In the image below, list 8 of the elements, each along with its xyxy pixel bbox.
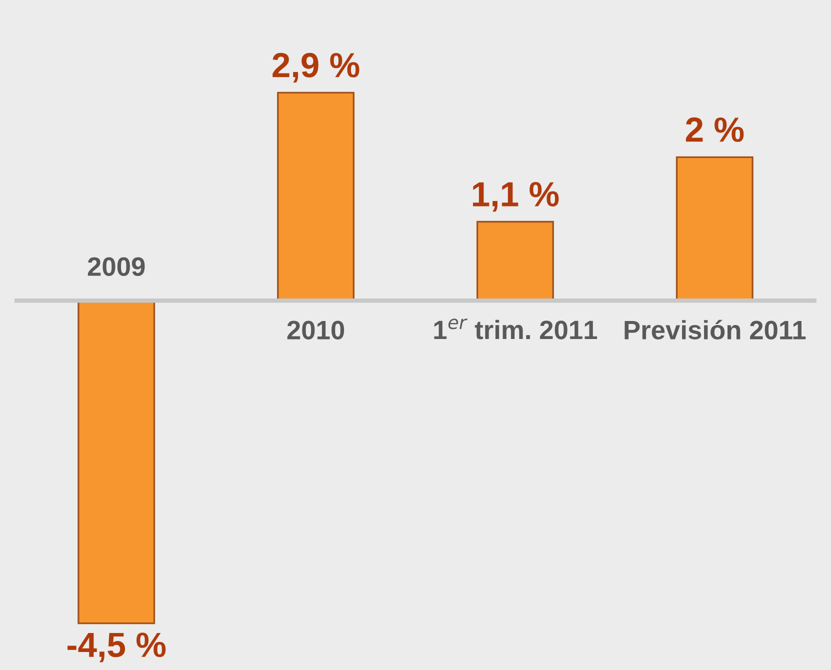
x-tick-label: 1$^{er}$ trim. 2011	[434, 318, 598, 340]
data-label: 2 %	[686, 117, 744, 142]
x-tick-label: 2010	[287, 320, 344, 340]
data-label: -4,5 %	[68, 632, 166, 662]
x-tick-label: Previsión 2011	[624, 320, 806, 340]
x-tick-label: 2009	[88, 257, 145, 276]
data-label: 1,1 %	[473, 182, 559, 212]
data-label: 2,9 %	[272, 52, 360, 82]
